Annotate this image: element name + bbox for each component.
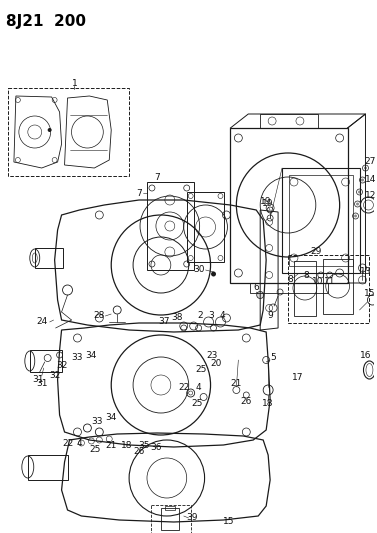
Bar <box>151 505 191 533</box>
Circle shape <box>361 179 364 182</box>
Text: 3: 3 <box>208 311 215 319</box>
Circle shape <box>356 203 359 206</box>
Text: 19: 19 <box>262 199 274 208</box>
Text: 25: 25 <box>195 366 206 375</box>
Text: 25: 25 <box>191 400 202 408</box>
Text: 33: 33 <box>72 353 83 362</box>
Text: 4: 4 <box>196 384 201 392</box>
Bar <box>28 455 67 480</box>
Text: 23: 23 <box>207 351 218 359</box>
Text: 8J21  200: 8J21 200 <box>6 14 86 29</box>
Text: 32: 32 <box>56 360 67 369</box>
Circle shape <box>358 190 361 193</box>
Text: 5: 5 <box>270 353 276 362</box>
Text: 14: 14 <box>365 175 376 184</box>
Bar <box>165 506 175 510</box>
Circle shape <box>48 128 52 132</box>
Bar <box>35 248 63 268</box>
Text: 8: 8 <box>303 271 309 279</box>
Text: 7: 7 <box>136 189 142 198</box>
Text: 21: 21 <box>106 440 117 449</box>
Bar <box>260 114 318 128</box>
Text: 25: 25 <box>90 446 101 455</box>
Text: 21: 21 <box>231 379 242 389</box>
Bar <box>161 508 179 530</box>
Text: 4: 4 <box>77 439 82 448</box>
Text: 32: 32 <box>49 370 60 379</box>
Text: 2: 2 <box>198 311 204 319</box>
Text: 27: 27 <box>365 157 376 166</box>
Text: 30: 30 <box>193 265 204 274</box>
Bar <box>282 168 360 273</box>
Text: 1: 1 <box>72 79 77 88</box>
Circle shape <box>354 214 357 217</box>
Text: 8: 8 <box>287 276 293 285</box>
Bar <box>250 283 328 293</box>
Text: 37: 37 <box>158 318 170 327</box>
Text: 6: 6 <box>253 284 259 293</box>
Text: 4: 4 <box>220 311 225 319</box>
Text: 39: 39 <box>186 513 198 522</box>
Text: 10: 10 <box>312 278 323 287</box>
Text: 15: 15 <box>223 518 234 527</box>
Text: 38: 38 <box>171 313 182 322</box>
Text: 26: 26 <box>133 448 145 456</box>
Text: 35: 35 <box>138 440 150 449</box>
Bar <box>289 175 352 266</box>
Circle shape <box>211 271 216 277</box>
Bar <box>30 350 61 372</box>
Bar <box>288 255 369 323</box>
Text: 33: 33 <box>92 417 103 426</box>
Text: 36: 36 <box>150 443 162 453</box>
Text: 18: 18 <box>121 440 133 449</box>
Text: 26: 26 <box>241 398 252 407</box>
Text: 19: 19 <box>261 198 272 206</box>
Text: 12: 12 <box>365 190 376 199</box>
Text: 34: 34 <box>106 414 117 423</box>
Text: 15: 15 <box>364 289 375 298</box>
Text: 11: 11 <box>324 278 336 287</box>
Text: 13: 13 <box>360 268 371 277</box>
Text: 22: 22 <box>178 384 189 392</box>
Bar <box>230 128 348 283</box>
Text: 20: 20 <box>211 359 222 368</box>
Text: 17: 17 <box>292 374 304 383</box>
Circle shape <box>364 166 367 169</box>
Bar <box>8 88 129 176</box>
Text: 16: 16 <box>360 351 371 360</box>
Text: 28: 28 <box>93 311 105 320</box>
Text: 29: 29 <box>310 247 322 256</box>
Circle shape <box>256 291 264 299</box>
Text: 22: 22 <box>62 439 73 448</box>
Bar <box>187 192 224 262</box>
Text: 24: 24 <box>36 318 48 327</box>
Text: 31: 31 <box>36 379 48 389</box>
Text: 7: 7 <box>154 174 160 182</box>
Bar <box>147 182 194 270</box>
Text: 31: 31 <box>32 376 43 384</box>
Text: 34: 34 <box>86 351 97 359</box>
Text: 9: 9 <box>267 311 273 320</box>
Text: 18: 18 <box>262 400 274 408</box>
